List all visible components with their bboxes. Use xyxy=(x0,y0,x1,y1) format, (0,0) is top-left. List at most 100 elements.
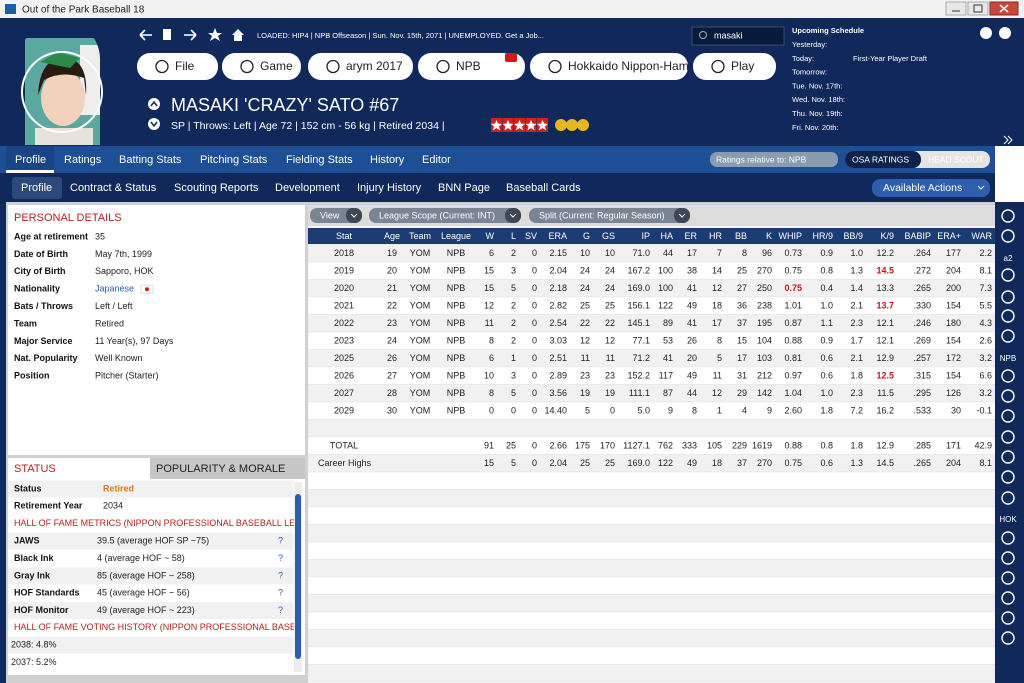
sidebar-icons[interactable]: a2 NPB HOK xyxy=(999,209,1017,645)
tab[interactable]: History xyxy=(370,154,405,166)
scrollbar-thumb[interactable] xyxy=(295,494,301,659)
sidebar-icon[interactable] xyxy=(1001,470,1015,484)
sidebar-icon[interactable] xyxy=(1001,209,1015,223)
nav-label[interactable]: Play xyxy=(731,59,754,73)
column-header[interactable]: BB/9 xyxy=(843,231,863,241)
toolbar-icons[interactable] xyxy=(139,28,244,41)
sidebar-icon[interactable] xyxy=(1001,611,1015,625)
search-text[interactable]: masaki xyxy=(714,30,743,40)
filter-label[interactable]: View xyxy=(320,210,340,220)
popularity-tab[interactable]: POPULARITY & MORALE xyxy=(156,463,285,475)
sidebar-icon[interactable] xyxy=(1001,268,1015,282)
column-header[interactable]: K xyxy=(766,231,772,241)
subtab[interactable]: BNN Page xyxy=(438,182,490,194)
column-header[interactable]: Stat xyxy=(336,231,353,241)
status-tab[interactable]: STATUS xyxy=(14,463,56,475)
hof-help[interactable]: ? xyxy=(278,536,283,546)
tab[interactable]: Profile xyxy=(15,154,46,166)
column-header[interactable]: L xyxy=(511,231,516,241)
column-header[interactable]: G xyxy=(583,231,590,241)
tab[interactable]: Fielding Stats xyxy=(286,154,353,166)
next-player-button[interactable] xyxy=(148,118,160,130)
nav-button[interactable] xyxy=(418,53,525,80)
column-header[interactable]: WHIP xyxy=(779,231,803,241)
tab[interactable]: Editor xyxy=(422,154,451,166)
nav-button[interactable] xyxy=(137,53,218,80)
osa-label[interactable]: OSA RATINGS xyxy=(852,154,909,164)
nav-label[interactable]: File xyxy=(175,59,195,73)
filter-label[interactable]: Split (Current: Regular Season) xyxy=(539,210,665,220)
column-header[interactable]: W xyxy=(486,231,495,241)
sidebar-icon[interactable] xyxy=(1001,571,1015,585)
column-header[interactable]: ER xyxy=(684,231,697,241)
column-header[interactable]: ERA xyxy=(548,231,567,241)
filters[interactable]: View League Scope (Current: INT) Split (Cu… xyxy=(310,208,690,223)
schedule-down[interactable] xyxy=(999,27,1011,39)
search-box[interactable] xyxy=(691,26,785,46)
column-header[interactable]: WAR xyxy=(971,231,992,241)
popularity-tab-background[interactable] xyxy=(150,458,305,479)
column-header[interactable]: SV xyxy=(525,231,537,241)
sidebar-icon[interactable] xyxy=(1001,290,1015,304)
window-controls[interactable] xyxy=(945,1,1019,16)
column-header[interactable]: HR/9 xyxy=(812,231,833,241)
subtabs[interactable]: Profile Contract & Status Scouting Reports… xyxy=(21,182,581,194)
column-header[interactable]: BB xyxy=(735,231,747,241)
filter-pill[interactable] xyxy=(529,208,690,223)
sidebar-icon[interactable] xyxy=(1001,329,1015,343)
home-icon[interactable] xyxy=(232,29,244,41)
nav-label[interactable]: Game xyxy=(260,59,293,73)
maximize-button[interactable] xyxy=(967,1,989,16)
column-header[interactable]: GS xyxy=(602,231,615,241)
tab[interactable]: Pitching Stats xyxy=(200,154,268,166)
head-scout-label[interactable]: HEAD SCOUT xyxy=(928,154,984,164)
column-header[interactable]: HR xyxy=(709,231,722,241)
column-header[interactable]: Age xyxy=(384,231,400,241)
hof-help[interactable]: ? xyxy=(278,570,283,580)
sidebar-icon[interactable] xyxy=(1001,389,1015,403)
sidebar-icon[interactable] xyxy=(1001,450,1015,464)
column-header[interactable]: IP xyxy=(641,231,650,241)
column-header[interactable]: K/9 xyxy=(880,231,894,241)
actions-label[interactable]: Available Actions xyxy=(883,182,962,194)
subtab[interactable]: Profile xyxy=(21,182,52,194)
column-header[interactable]: BABIP xyxy=(904,231,931,241)
ratings-relative-select[interactable] xyxy=(710,152,838,167)
actions-button[interactable] xyxy=(872,179,990,197)
favorite-icon[interactable] xyxy=(208,28,222,41)
sidebar-icon[interactable] xyxy=(1001,409,1015,423)
column-header[interactable]: HA xyxy=(660,231,673,241)
subtab[interactable]: Development xyxy=(275,182,340,194)
filter-label[interactable]: League Scope (Current: INT) xyxy=(379,210,495,220)
subtab[interactable]: Injury History xyxy=(357,182,422,194)
sidebar-icon[interactable] xyxy=(1001,229,1015,243)
nav-button[interactable] xyxy=(222,53,301,80)
subtab[interactable]: Baseball Cards xyxy=(506,182,581,194)
sidebar-icon[interactable] xyxy=(1001,591,1015,605)
subtab[interactable]: Contract & Status xyxy=(70,182,157,194)
tab[interactable]: Ratings xyxy=(64,154,102,166)
sidebar-icon[interactable] xyxy=(1001,551,1015,565)
hof-help[interactable]: ? xyxy=(278,553,283,563)
column-header[interactable]: League xyxy=(441,231,471,241)
back-icon[interactable] xyxy=(139,29,152,41)
column-header[interactable]: ERA+ xyxy=(937,231,961,241)
hof-help[interactable]: ? xyxy=(278,588,283,598)
osa-toggle-active[interactable] xyxy=(845,151,921,168)
prev-player-button[interactable] xyxy=(148,98,160,110)
sidebar-icon[interactable] xyxy=(1001,430,1015,444)
copy-icon[interactable] xyxy=(163,29,171,40)
hof-help[interactable]: ? xyxy=(278,605,283,615)
nav-label[interactable]: Hokkaido Nippon-Ham xyxy=(568,59,689,73)
column-header[interactable]: Team xyxy=(409,231,431,241)
sidebar-icon[interactable] xyxy=(1001,309,1015,323)
filter-pill[interactable] xyxy=(369,208,521,223)
nav-button[interactable] xyxy=(693,53,776,80)
subtab[interactable]: Scouting Reports xyxy=(174,182,259,194)
sidebar-icon[interactable] xyxy=(1001,631,1015,645)
sidebar-icon[interactable] xyxy=(1001,491,1015,505)
nav-label[interactable]: NPB xyxy=(456,59,481,73)
nav-button[interactable] xyxy=(308,53,413,80)
tabs[interactable]: Profile Ratings Batting Stats Pitching Stat… xyxy=(15,154,451,166)
sidebar-icon[interactable] xyxy=(1001,531,1015,545)
